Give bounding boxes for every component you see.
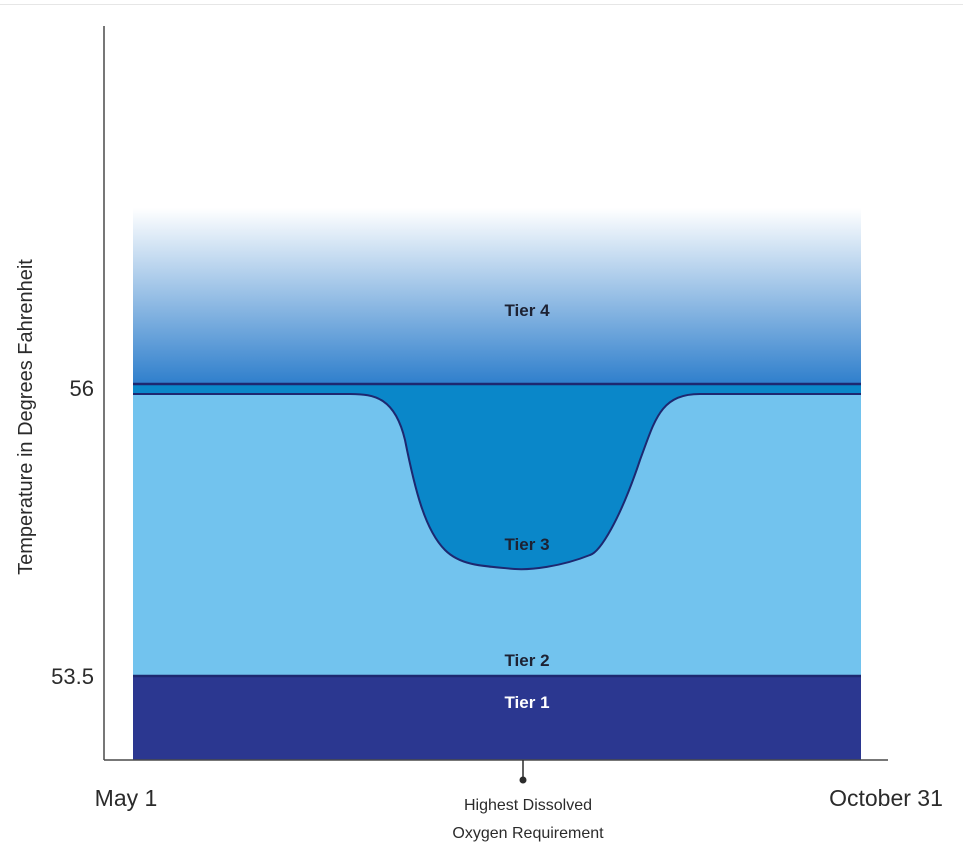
tier4-area [133, 208, 861, 384]
tier3-label: Tier 3 [504, 535, 549, 554]
tier3-area [133, 384, 861, 570]
y-tick-label-53-5: 53.5 [51, 664, 94, 689]
top-divider [0, 4, 963, 5]
x-tick-label-start: May 1 [95, 785, 158, 811]
tier4-label: Tier 4 [504, 301, 550, 320]
tier1-label: Tier 1 [504, 693, 549, 712]
y-tick-label-56: 56 [70, 376, 94, 401]
y-axis-label: Temperature in Degrees Fahrenheit [15, 259, 37, 575]
tier3-boundary-line [133, 393, 861, 571]
annotation-line-1: Highest Dissolved [464, 797, 592, 814]
x-tick-label-end: October 31 [829, 785, 943, 811]
annotation-line-2: Oxygen Requirement [452, 825, 604, 842]
tier2-label: Tier 2 [504, 651, 549, 670]
tier1-area [133, 676, 861, 760]
annotation-marker [519, 776, 527, 784]
